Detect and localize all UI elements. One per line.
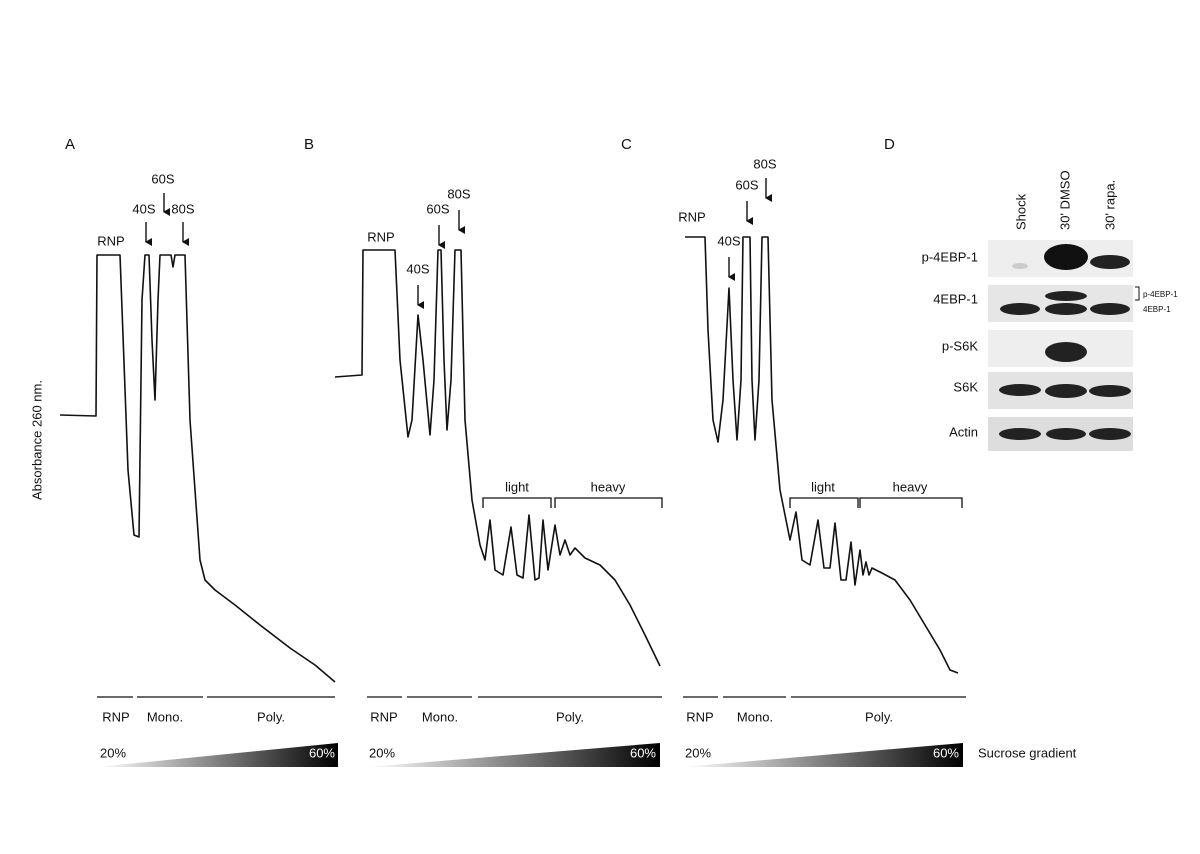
panel-label: C	[621, 136, 632, 153]
band	[1090, 255, 1130, 269]
lane-label: Shock	[1013, 193, 1028, 230]
y-axis-label: Absorbance 260 nm.	[29, 380, 44, 500]
fraction-label: RNP	[370, 709, 397, 724]
band	[1089, 428, 1131, 440]
fraction-label: Mono.	[737, 709, 773, 724]
band	[1089, 385, 1131, 397]
trace	[334, 249, 661, 667]
fraction-label: Mono.	[422, 709, 458, 724]
gradient-end: 60%	[933, 745, 959, 760]
panel-b: B RNP 40S 60S 80S light heavy RNP Mono. …	[304, 136, 663, 767]
panel-c: C RNP 40S 60S 80S light heavy RNP Mono. …	[621, 136, 1077, 767]
band-label: p-4EBP-1	[1143, 290, 1178, 299]
peak-label: RNP	[678, 209, 705, 224]
panel-label: A	[65, 136, 75, 153]
gradient	[683, 743, 963, 767]
peak-label: 40S	[132, 201, 155, 216]
gradient	[97, 743, 338, 767]
panel-label: B	[304, 136, 314, 153]
band	[1046, 428, 1086, 440]
peak-label: 80S	[447, 186, 470, 201]
band	[1045, 342, 1087, 362]
trace	[59, 254, 336, 683]
band-label: 4EBP-1	[1143, 305, 1171, 314]
peak-label: 80S	[171, 201, 194, 216]
band	[1045, 291, 1087, 301]
row-label: 4EBP-1	[933, 291, 978, 306]
bracket	[1135, 286, 1140, 301]
bracket-label: light	[505, 479, 529, 494]
gradient-end: 60%	[630, 745, 656, 760]
peak-label: 60S	[151, 171, 174, 186]
gradient-start: 20%	[685, 745, 711, 760]
fraction-label: RNP	[686, 709, 713, 724]
bracket	[554, 497, 663, 508]
row-label: p-S6K	[942, 338, 978, 353]
bracket	[482, 497, 552, 508]
bracket	[789, 497, 859, 508]
fraction-label: Mono.	[147, 709, 183, 724]
peak-label: 40S	[717, 233, 740, 248]
band	[999, 384, 1041, 396]
panel-a: A RNP 40S 60S 80S RNP Mono. Poly. 20% 60…	[59, 136, 338, 767]
peak-label: 60S	[735, 177, 758, 192]
row-label: S6K	[953, 379, 978, 394]
bracket	[859, 497, 963, 508]
fraction-label: RNP	[102, 709, 129, 724]
band	[1000, 303, 1040, 315]
band	[1090, 303, 1130, 315]
band	[999, 428, 1041, 440]
gradient-title: Sucrose gradient	[978, 745, 1077, 760]
fraction-label: Poly.	[865, 709, 893, 724]
trace	[685, 236, 959, 674]
gradient-end: 60%	[309, 745, 335, 760]
band	[1045, 384, 1087, 398]
bracket-label: light	[811, 479, 835, 494]
band	[1012, 263, 1028, 269]
fraction-label: Poly.	[556, 709, 584, 724]
peak-label: 40S	[406, 261, 429, 276]
lane-label: 30' rapa.	[1102, 180, 1117, 230]
bracket-label: heavy	[591, 479, 626, 494]
peak-label: RNP	[367, 229, 394, 244]
panel-label: D	[884, 136, 895, 153]
row-label: p-4EBP-1	[922, 249, 978, 264]
row-label: Actin	[949, 424, 978, 439]
band	[1045, 303, 1087, 315]
lane-label: 30' DMSO	[1057, 170, 1072, 230]
band	[1044, 244, 1088, 270]
gradient-start: 20%	[100, 745, 126, 760]
panel-d: D Shock 30' DMSO 30' rapa. p-4EBP-1 4EBP…	[884, 136, 1178, 451]
peak-label: 80S	[753, 156, 776, 171]
gradient	[367, 743, 660, 767]
peak-label: 60S	[426, 201, 449, 216]
bracket-label: heavy	[893, 479, 928, 494]
peak-label: RNP	[97, 233, 124, 248]
gradient-start: 20%	[369, 745, 395, 760]
fraction-label: Poly.	[257, 709, 285, 724]
